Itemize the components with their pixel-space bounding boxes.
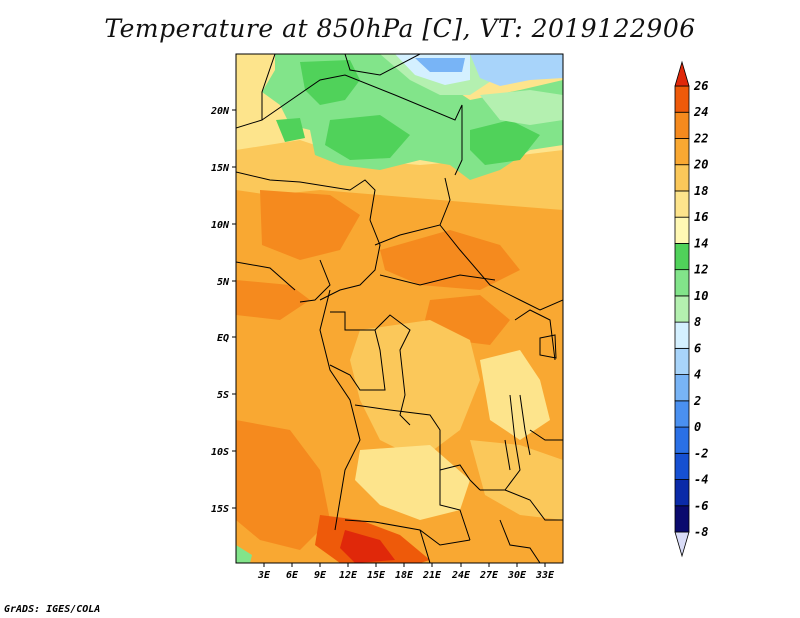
colorbar-label: 2 bbox=[693, 394, 701, 408]
colorbar-segment bbox=[674, 374, 690, 402]
colorbar-label: -8 bbox=[694, 525, 708, 539]
colorbar-label: 24 bbox=[693, 105, 708, 119]
colorbar-label: 10 bbox=[694, 289, 708, 303]
colorbar-label: -2 bbox=[694, 446, 708, 460]
lon-label: 15E bbox=[367, 570, 386, 581]
colorbar-segment bbox=[674, 505, 690, 533]
lon-label: 27E bbox=[479, 570, 499, 581]
colorbar-max-arrow bbox=[674, 60, 690, 87]
colorbar-segment bbox=[674, 138, 690, 166]
colorbar-label: 6 bbox=[694, 341, 701, 355]
colorbar-label: 20 bbox=[693, 158, 708, 172]
colorbar-segment bbox=[674, 164, 690, 192]
colorbar-label: 26 bbox=[693, 79, 708, 93]
colorbar-segment bbox=[674, 400, 690, 428]
colorbar-segment bbox=[674, 321, 690, 349]
colorbar-label: 22 bbox=[693, 131, 708, 145]
colorbar-segment bbox=[674, 347, 690, 375]
country-borders bbox=[236, 54, 563, 563]
lon-label: 18E bbox=[395, 570, 414, 581]
lon-label: 30E bbox=[507, 570, 527, 581]
lat-label: 15S bbox=[211, 504, 229, 515]
lat-label: 10S bbox=[211, 447, 229, 458]
colorbar-segment bbox=[674, 85, 690, 113]
colorbar-label: 14 bbox=[694, 236, 708, 250]
lon-axis: 3E 6E 9E 12E 15E 18E 21E 24E 27E 30E 33E bbox=[257, 563, 555, 581]
lat-label: 15N bbox=[211, 163, 230, 174]
colorbar-segment bbox=[674, 111, 690, 139]
colorbar-label: 18 bbox=[694, 184, 708, 198]
lon-label: 24E bbox=[451, 570, 471, 581]
colorbar-segment bbox=[674, 295, 690, 323]
colorbar-label: -4 bbox=[694, 473, 708, 487]
footer-credit: GrADS: IGES/COLA bbox=[4, 604, 101, 615]
colorbar-segment bbox=[674, 452, 690, 480]
colorbar-label: 8 bbox=[694, 315, 701, 329]
lat-label: EQ bbox=[217, 333, 229, 344]
colorbar-min-arrow bbox=[674, 531, 690, 558]
colorbar-label: 0 bbox=[694, 420, 701, 434]
colorbar-segment bbox=[674, 479, 690, 507]
lon-label: 33E bbox=[535, 570, 555, 581]
lat-label: 5N bbox=[217, 277, 230, 288]
map-title: Temperature at 850hPa [C], VT: 201912290… bbox=[104, 14, 696, 43]
lon-label: 9E bbox=[314, 570, 327, 581]
colorbar-label: -6 bbox=[694, 499, 708, 513]
colorbar-segment bbox=[674, 190, 690, 218]
colorbar-segment bbox=[674, 243, 690, 271]
map-frame bbox=[235, 53, 564, 564]
colorbar-segment bbox=[674, 426, 690, 454]
lat-axis: 20N 15N 10N 5N EQ 5S 10S 15S bbox=[210, 106, 236, 515]
lat-label: 20N bbox=[210, 106, 230, 117]
colorbar-label: 12 bbox=[694, 263, 708, 277]
lon-label: 3E bbox=[257, 570, 271, 581]
colorbar-segment bbox=[674, 216, 690, 244]
lon-label: 21E bbox=[422, 570, 442, 581]
lat-label: 5S bbox=[217, 390, 229, 401]
colorbar-label: 16 bbox=[694, 210, 708, 224]
lon-label: 12E bbox=[339, 570, 358, 581]
colorbar-label: 4 bbox=[694, 368, 701, 382]
lon-label: 6E bbox=[286, 570, 299, 581]
colorbar-segment bbox=[674, 269, 690, 297]
lat-label: 10N bbox=[211, 220, 230, 231]
temperature-field bbox=[236, 54, 563, 563]
